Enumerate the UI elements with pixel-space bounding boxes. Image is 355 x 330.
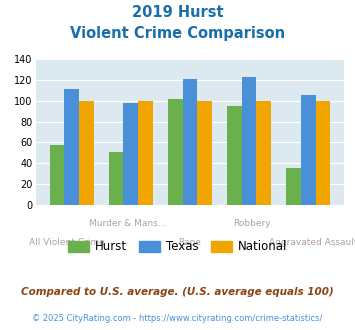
Text: 2019 Hurst: 2019 Hurst <box>132 5 223 20</box>
Bar <box>227 106 242 205</box>
Bar <box>79 101 94 205</box>
Text: Rape: Rape <box>179 238 201 247</box>
Text: Compared to U.S. average. (U.S. average equals 100): Compared to U.S. average. (U.S. average … <box>21 287 334 297</box>
Bar <box>316 101 330 205</box>
Bar <box>138 101 153 205</box>
Text: © 2025 CityRating.com - https://www.cityrating.com/crime-statistics/: © 2025 CityRating.com - https://www.city… <box>32 314 323 323</box>
Bar <box>256 101 271 205</box>
Bar <box>242 77 256 205</box>
Bar <box>286 168 301 205</box>
Bar <box>182 79 197 205</box>
Text: Violent Crime Comparison: Violent Crime Comparison <box>70 26 285 41</box>
Bar <box>168 99 182 205</box>
Bar <box>301 95 316 205</box>
Text: Aggravated Assault: Aggravated Assault <box>269 238 355 247</box>
Legend: Hurst, Texas, National: Hurst, Texas, National <box>63 236 292 258</box>
Text: Murder & Mans...: Murder & Mans... <box>89 219 167 228</box>
Text: All Violent Crime: All Violent Crime <box>28 238 104 247</box>
Bar <box>50 146 64 205</box>
Text: Robbery: Robbery <box>233 219 271 228</box>
Bar <box>197 101 212 205</box>
Bar <box>64 89 79 205</box>
Bar <box>109 152 124 205</box>
Bar <box>124 103 138 205</box>
